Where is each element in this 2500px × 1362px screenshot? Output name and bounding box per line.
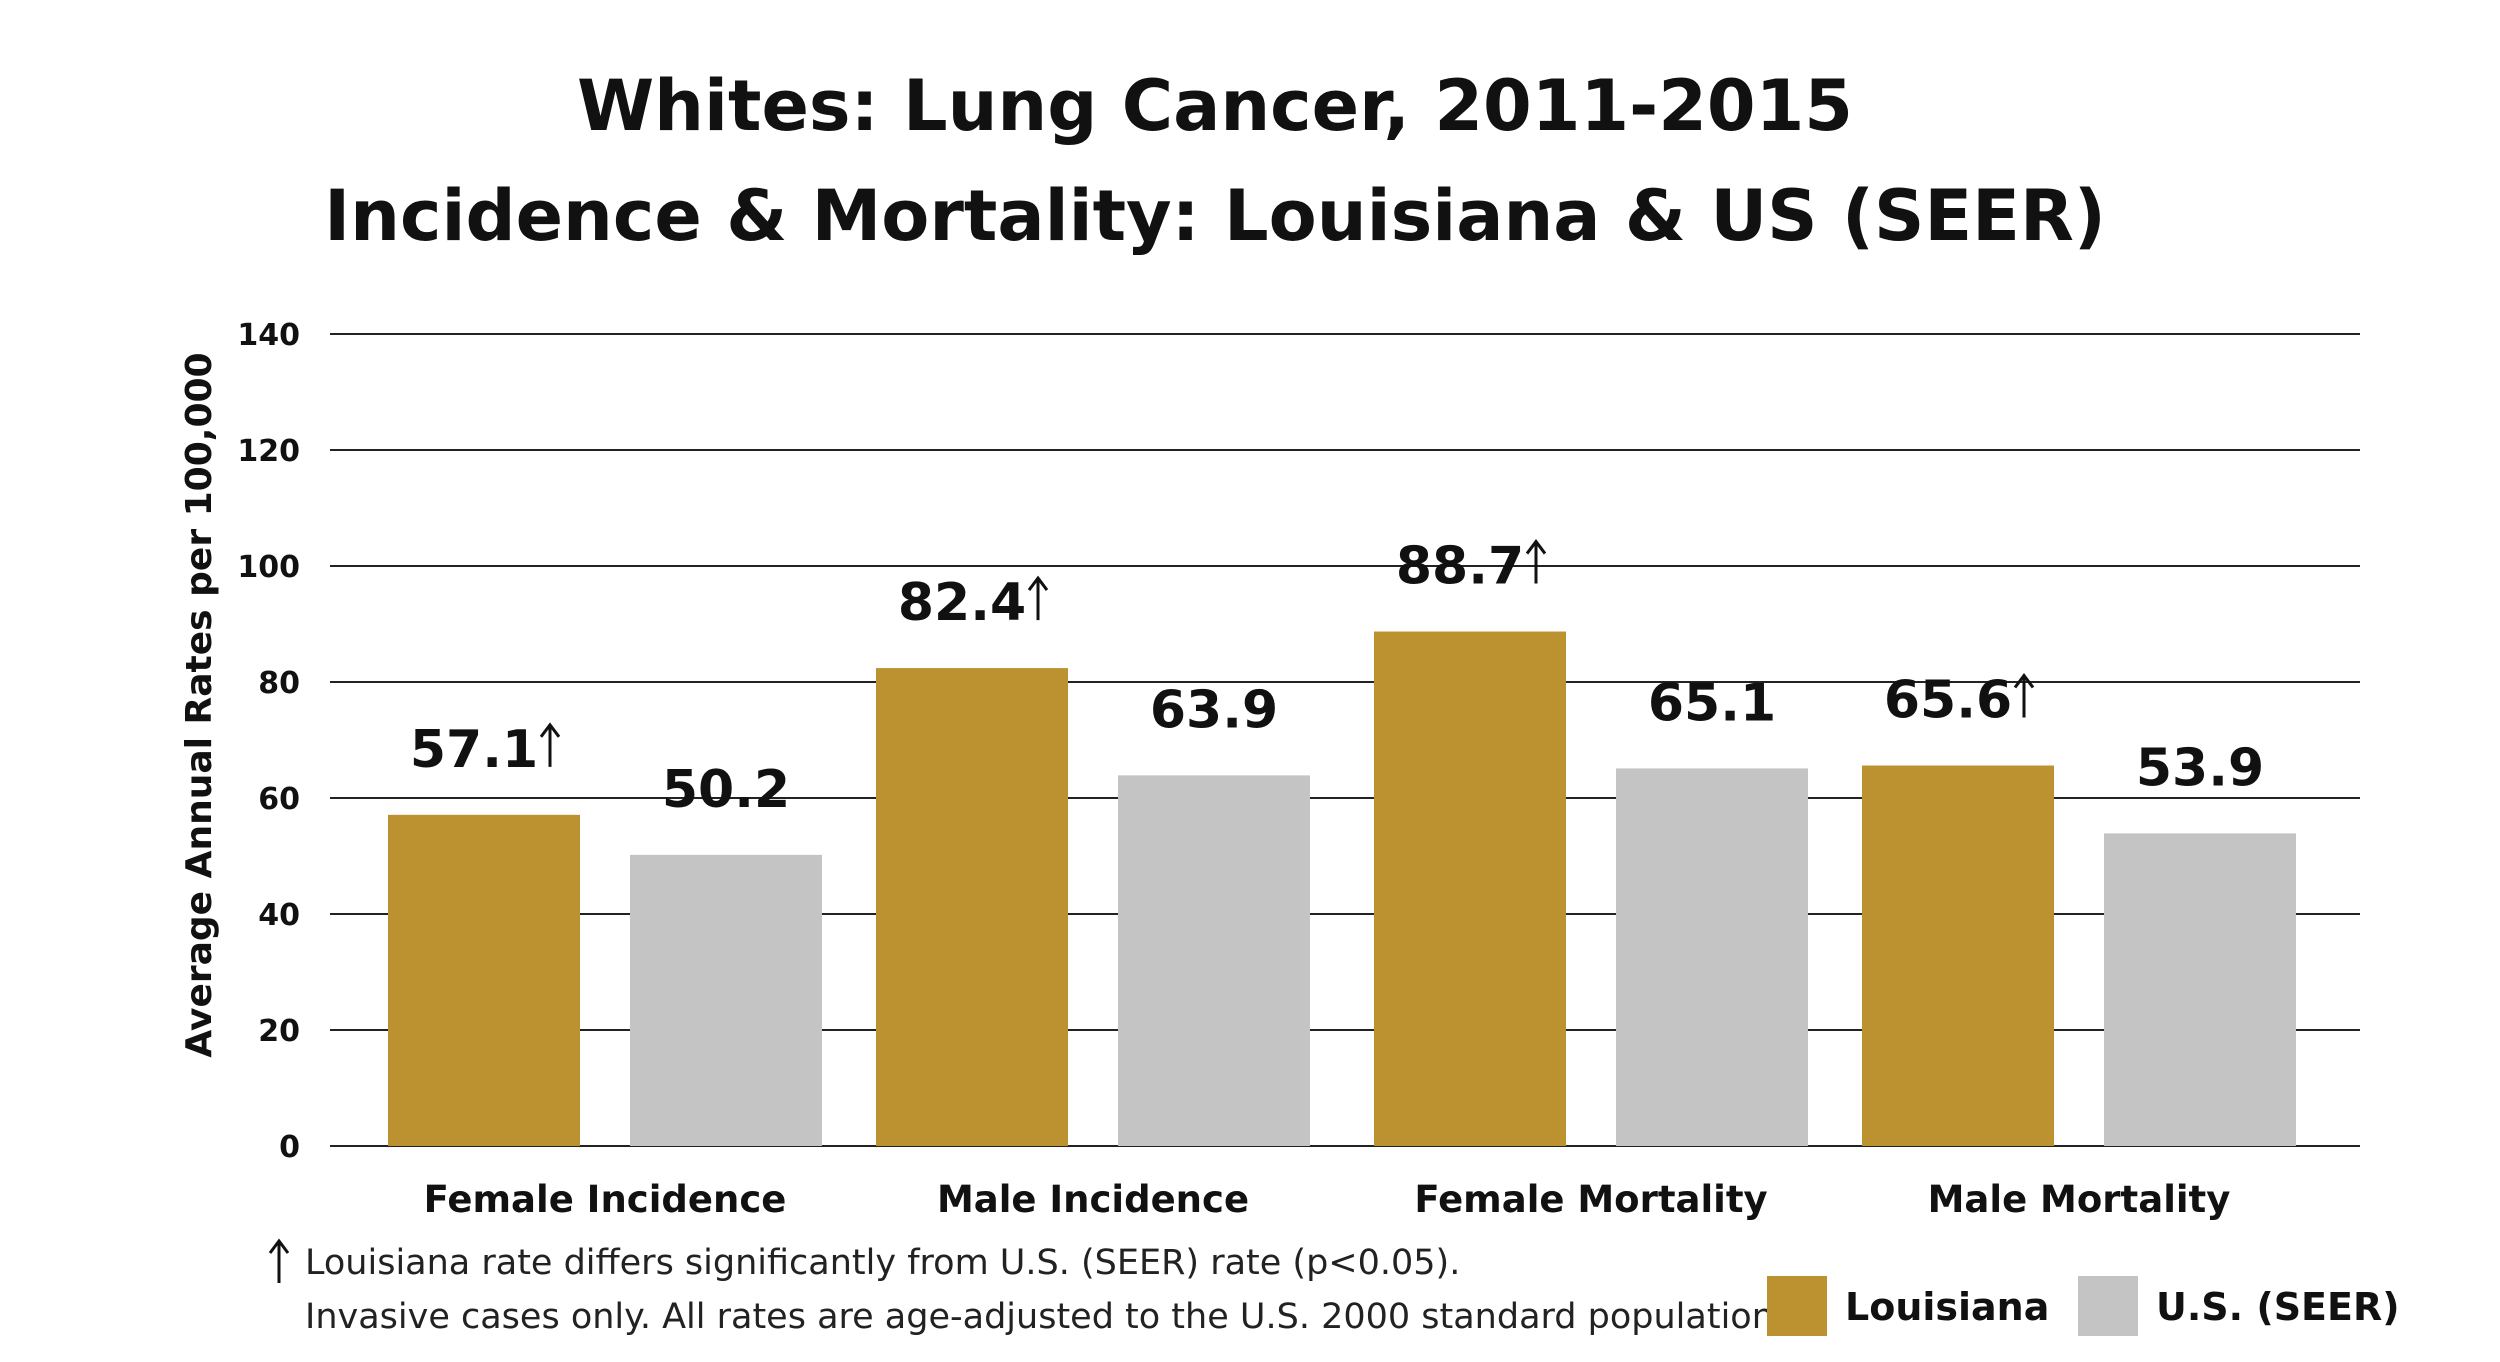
bar-louisiana-3: [1374, 631, 1566, 1146]
y-axis-label: Average Annual Rates per 100,000: [179, 352, 220, 1057]
y-tick-label-40: 40: [258, 898, 300, 933]
y-axis-ticks: 0 20 40 60 80 100 120 140: [237, 318, 300, 1165]
significance-arrow-icon: [539, 722, 561, 767]
y-tick-label-120: 120: [237, 434, 300, 469]
legend-swatch-louisiana: [1767, 1276, 1827, 1336]
footnote-method: Invasive cases only. All rates are age-a…: [305, 1297, 1785, 1337]
legend: Louisiana U.S. (SEER): [1767, 1276, 2400, 1336]
bar-u-s-seer-1: [630, 854, 822, 1146]
significance-arrow-icon: [1027, 575, 1049, 621]
title-line-2: Incidence & Mortality: Louisiana & US (S…: [324, 175, 2106, 257]
data-labels: 57.1 50.2 82.4 63.9 88.7 65.1 65.6 53.9: [410, 537, 2264, 820]
bars: [388, 631, 2296, 1146]
footnote-arrow-icon: [268, 1238, 290, 1283]
y-tick-label-0: 0: [279, 1130, 300, 1165]
chart-title: Whites: Lung Cancer, 2011-2015 Incidence…: [324, 65, 2106, 257]
legend-swatch-u-s-seer: [2078, 1276, 2138, 1336]
data-label-u-s-seer-4: 53.9: [2136, 738, 2264, 798]
category-labels: Female Incidence Male Incidence Female Mor…: [424, 1178, 2231, 1221]
y-tick-label-60: 60: [258, 782, 300, 817]
y-tick-label-140: 140: [237, 318, 300, 353]
data-label-louisiana-3: 88.7: [1396, 537, 1524, 597]
data-label-u-s-seer-2: 63.9: [1150, 680, 1278, 740]
title-line-1: Whites: Lung Cancer, 2011-2015: [577, 65, 1853, 147]
category-label-2: Male Incidence: [937, 1178, 1249, 1221]
data-label-louisiana-4: 65.6: [1884, 671, 2012, 731]
data-label-u-s-seer-1: 50.2: [662, 760, 790, 820]
y-tick-label-80: 80: [258, 666, 300, 701]
significance-arrow-icon: [2013, 673, 2035, 718]
bar-louisiana-2: [876, 668, 1068, 1146]
legend-label-u-s-seer: U.S. (SEER): [2156, 1285, 2400, 1329]
category-label-4: Male Mortality: [1928, 1178, 2231, 1221]
y-tick-label-100: 100: [237, 550, 300, 585]
category-label-3: Female Mortality: [1414, 1178, 1767, 1221]
footnote-significance: Louisiana rate differs significantly fro…: [305, 1243, 1460, 1283]
bar-louisiana-4: [1862, 765, 2054, 1146]
data-label-louisiana-2: 82.4: [898, 573, 1026, 633]
bar-louisiana-1: [388, 814, 580, 1146]
category-label-1: Female Incidence: [424, 1178, 787, 1221]
bar-u-s-seer-3: [1616, 768, 1808, 1146]
significance-arrow-icon: [1525, 539, 1547, 584]
footnotes: Louisiana rate differs significantly fro…: [268, 1238, 1785, 1337]
data-label-u-s-seer-3: 65.1: [1648, 673, 1776, 733]
legend-label-louisiana: Louisiana: [1845, 1285, 2049, 1329]
bar-u-s-seer-2: [1118, 775, 1310, 1146]
bar-u-s-seer-4: [2104, 833, 2296, 1146]
data-label-louisiana-1: 57.1: [410, 720, 538, 780]
y-tick-label-20: 20: [258, 1014, 300, 1049]
